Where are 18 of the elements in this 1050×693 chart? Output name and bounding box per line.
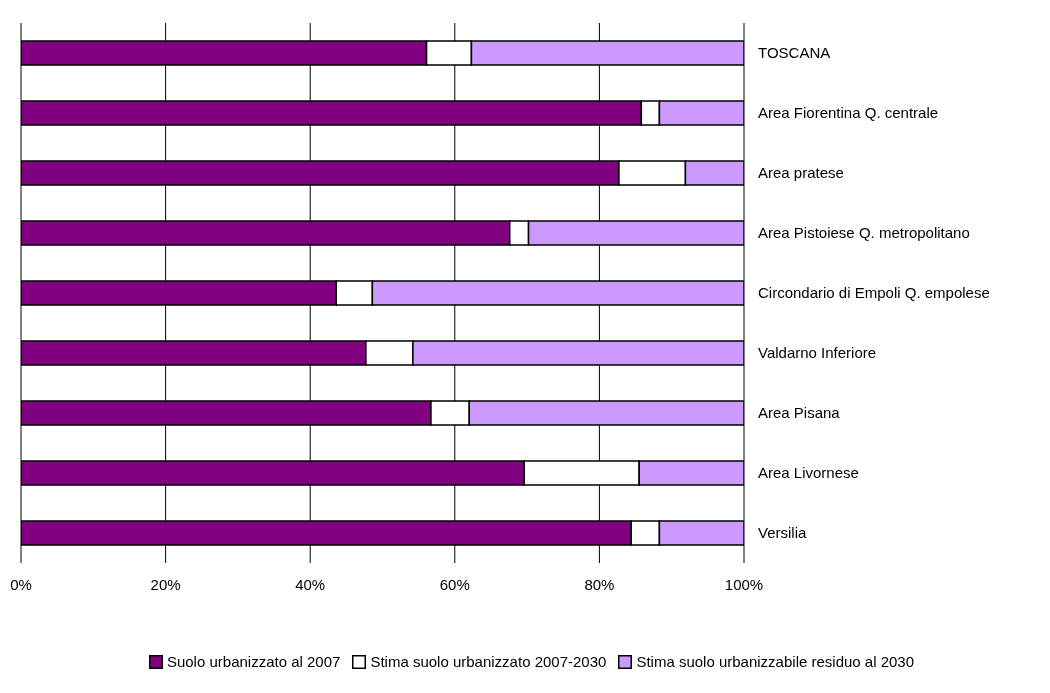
legend-label: Stima suolo urbanizzato 2007-2030	[370, 653, 607, 670]
x-tick-label: 20%	[150, 575, 181, 593]
y-tick-label: Valdarno Inferiore	[758, 344, 877, 362]
x-tick-label: 40%	[295, 575, 326, 593]
y-tick-label: Area Livornese	[758, 464, 859, 482]
legend-label: Suolo urbanizzato al 2007	[166, 653, 341, 670]
x-tick-label: 80%	[584, 575, 615, 593]
y-tick-label: Area Fiorentina Q. centrale	[758, 104, 939, 122]
y-tick-label: Circondario di Empoli Q. empolese	[758, 284, 990, 302]
y-tick-label: Area Pistoiese Q. metropolitano	[758, 224, 970, 242]
y-tick-label: TOSCANA	[758, 44, 831, 62]
legend-label: Stima suolo urbanizzabile residuo al 2030	[636, 653, 915, 670]
x-tick-label: 60%	[439, 575, 470, 593]
y-tick-label: Versilia	[758, 524, 808, 542]
y-tick-label: Area pratese	[758, 164, 844, 182]
x-tick-label: 100%	[724, 575, 764, 593]
y-tick-label: Area Pisana	[758, 404, 841, 422]
x-tick-label: 0%	[10, 575, 32, 593]
